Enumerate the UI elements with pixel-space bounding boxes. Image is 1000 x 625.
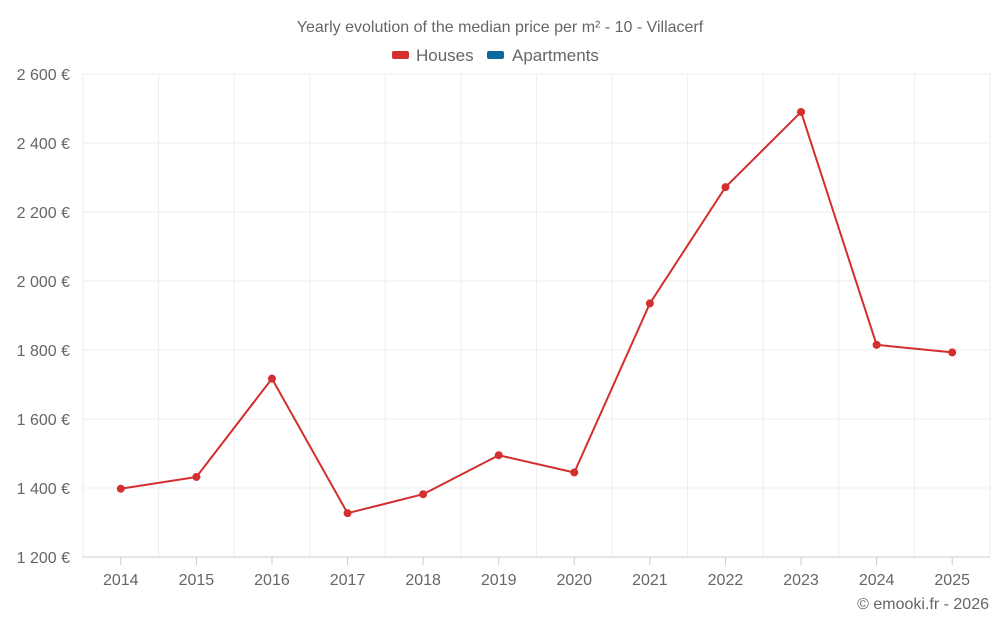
data-point-houses-2016[interactable]	[267, 374, 276, 383]
data-point-houses-2015[interactable]	[192, 472, 201, 481]
data-point-houses-2022[interactable]	[721, 183, 730, 192]
legend-swatch-apartments	[487, 51, 504, 59]
y-tick-label: 2 600 €	[17, 67, 70, 84]
legend-swatch-houses	[392, 51, 409, 59]
x-axis: 2014 2015 2016 2017 2018 2019 2020 2021 2022 2023…	[83, 556, 990, 589]
data-point-houses-2019[interactable]	[494, 451, 503, 460]
legend-item-apartments[interactable]: Apartments	[487, 46, 599, 65]
x-tick-label: 2015	[179, 572, 215, 589]
data-point-houses-2021[interactable]	[645, 299, 654, 308]
x-tick-label: 2022	[708, 572, 744, 589]
data-point-houses-2020[interactable]	[570, 468, 579, 477]
legend-item-houses[interactable]: Houses	[392, 46, 474, 65]
x-tick-label: 2018	[405, 572, 441, 589]
legend: Houses Apartments	[392, 46, 599, 65]
data-point-houses-2017[interactable]	[343, 509, 352, 518]
series-line-houses	[120, 110, 953, 515]
data-point-houses-2024[interactable]	[872, 340, 881, 349]
y-tick-label: 1 200 €	[17, 550, 70, 567]
y-tick-label: 1 800 €	[17, 343, 70, 360]
y-tick-label: 2 200 €	[17, 205, 70, 222]
legend-label-houses: Houses	[416, 46, 474, 65]
series-houses	[116, 107, 957, 518]
x-tick-label: 2021	[632, 572, 668, 589]
data-point-houses-2018[interactable]	[419, 490, 428, 499]
y-tick-label: 2 000 €	[17, 274, 70, 291]
x-tick-label: 2017	[330, 572, 366, 589]
x-tick-label: 2020	[556, 572, 592, 589]
y-axis: 1 200 € 1 400 € 1 600 € 1 800 € 2 000 € 2 200…	[17, 67, 70, 567]
x-tick-label: 2016	[254, 572, 290, 589]
data-point-houses-2014[interactable]	[116, 484, 125, 493]
legend-label-apartments: Apartments	[512, 46, 599, 65]
data-point-houses-2023[interactable]	[797, 107, 806, 116]
credit-text: © emooki.fr - 2026	[857, 596, 989, 613]
data-point-houses-2025[interactable]	[948, 348, 957, 357]
chart-title: Yearly evolution of the median price per…	[297, 19, 704, 36]
y-tick-label: 2 400 €	[17, 136, 70, 153]
x-tick-label: 2019	[481, 572, 517, 589]
x-tick-label: 2014	[103, 572, 139, 589]
y-tick-label: 1 600 €	[17, 412, 70, 429]
y-tick-label: 1 400 €	[17, 481, 70, 498]
x-tick-label: 2023	[783, 572, 819, 589]
x-tick-label: 2024	[859, 572, 895, 589]
x-tick-label: 2025	[934, 572, 970, 589]
grid	[82, 73, 991, 557]
